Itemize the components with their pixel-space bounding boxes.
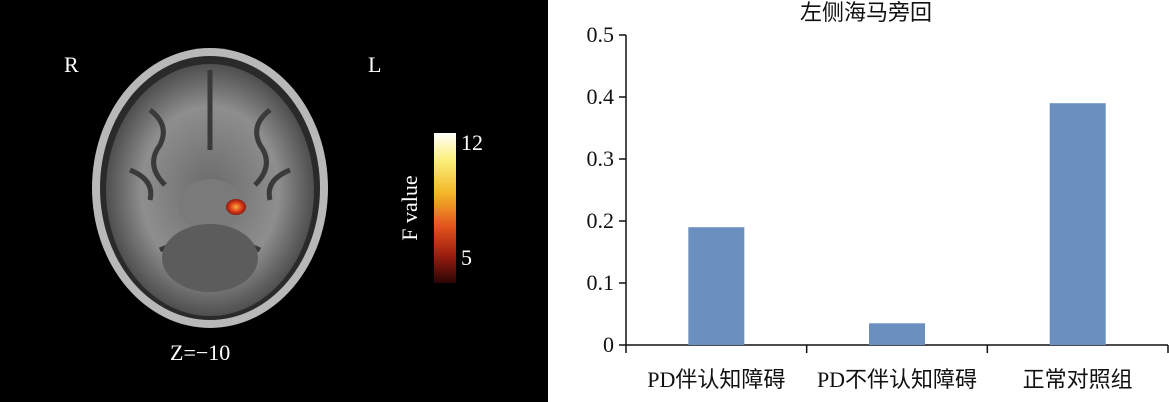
x-axis: PD伴认知障碍 PD不伴认知障碍 正常对照组 bbox=[625, 344, 1169, 392]
left-hemisphere-label: L bbox=[368, 52, 382, 77]
y-axis: 0 0.1 0.2 0.3 0.4 0.5 bbox=[587, 22, 627, 357]
right-hemisphere-label: R bbox=[64, 52, 79, 77]
colorbar-max-label: 12 bbox=[461, 130, 483, 155]
y-tick-label: 0.2 bbox=[587, 208, 615, 233]
cerebellum bbox=[162, 224, 258, 292]
colorbar-title: F value bbox=[397, 175, 422, 241]
y-tick-label: 0.1 bbox=[587, 270, 615, 295]
y-tick-label: 0.3 bbox=[587, 146, 615, 171]
bar-chart: 左侧海马旁回 0 0.1 0.2 0.3 0.4 0.5 PD伴认知障碍 PD不伴认知障碍 正… bbox=[587, 0, 1169, 392]
x-tick-label: 正常对照组 bbox=[1023, 367, 1133, 392]
bar bbox=[869, 323, 925, 345]
chart-title: 左侧海马旁回 bbox=[800, 0, 932, 25]
midbrain bbox=[178, 179, 242, 231]
y-tick-label: 0 bbox=[603, 332, 614, 357]
bars bbox=[688, 103, 1106, 345]
f-value-colorbar bbox=[434, 133, 456, 283]
activation-cluster bbox=[226, 199, 246, 215]
x-tick-label: PD不伴认知障碍 bbox=[817, 367, 977, 392]
brain-scan-image bbox=[92, 48, 328, 328]
colorbar-min-label: 5 bbox=[461, 245, 472, 270]
slice-coordinate-label: Z=−10 bbox=[170, 340, 231, 365]
x-tick-label: PD伴认知障碍 bbox=[647, 367, 785, 392]
mri-panel: R L Z=−10 12 5 F value bbox=[0, 0, 548, 402]
bar bbox=[688, 227, 745, 345]
y-tick-label: 0.4 bbox=[587, 84, 615, 109]
bar bbox=[1049, 103, 1106, 345]
y-tick-label: 0.5 bbox=[587, 22, 615, 47]
